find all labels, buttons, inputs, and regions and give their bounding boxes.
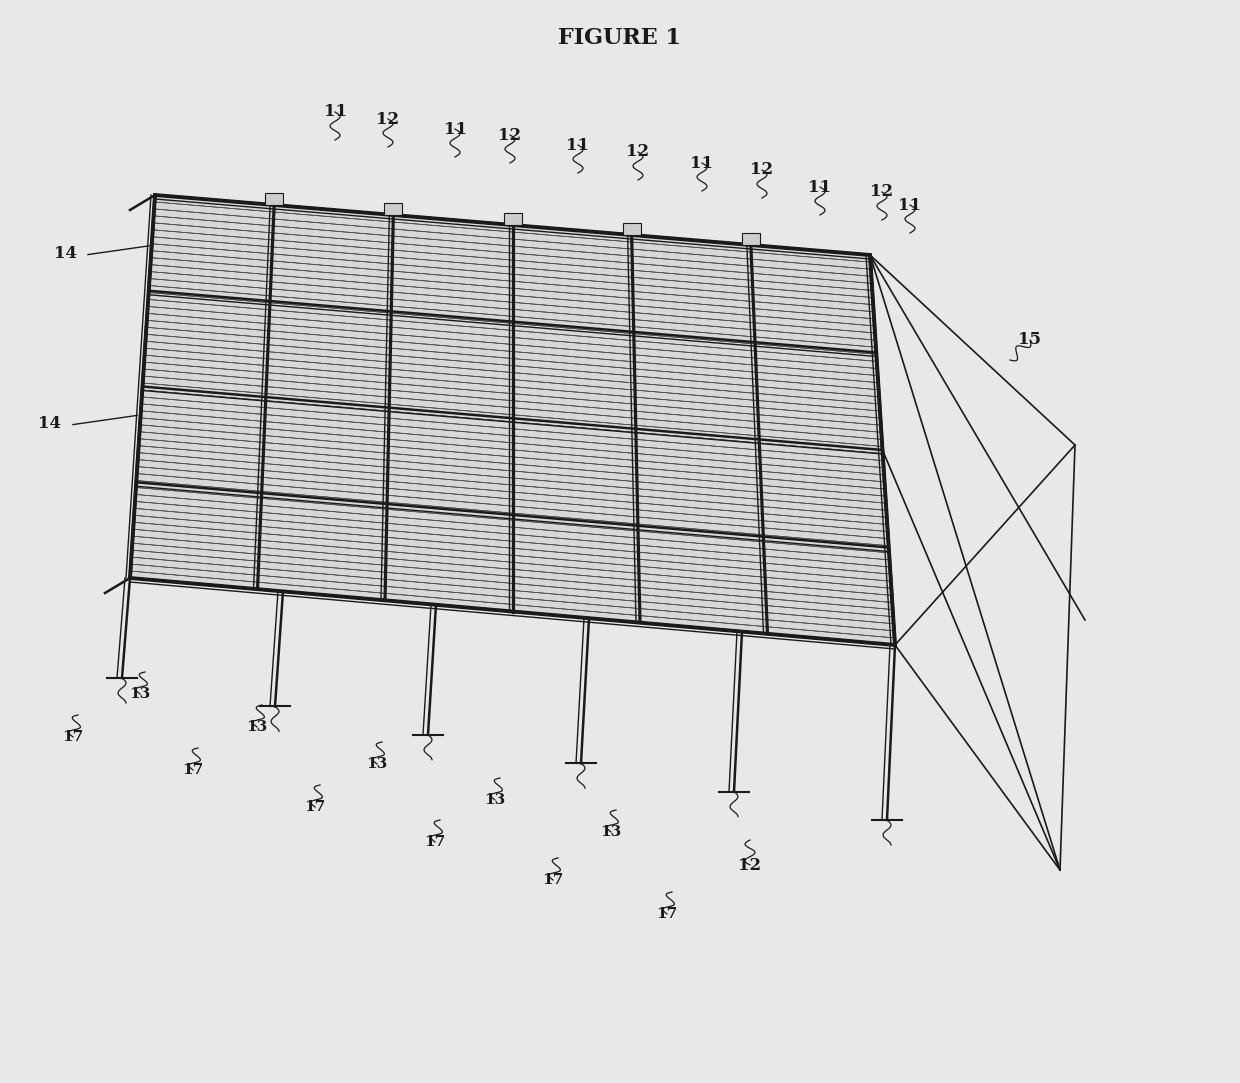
Text: FIGURE 1: FIGURE 1 <box>558 27 682 49</box>
Text: 13: 13 <box>366 757 388 771</box>
Text: 14: 14 <box>38 415 62 431</box>
Text: 17: 17 <box>62 730 83 744</box>
Text: 17: 17 <box>182 764 203 777</box>
Polygon shape <box>503 213 522 225</box>
Text: 13: 13 <box>485 793 506 807</box>
Text: 13: 13 <box>247 720 268 734</box>
Text: 13: 13 <box>129 687 150 701</box>
Text: 11: 11 <box>808 179 832 196</box>
Text: 17: 17 <box>542 873 564 887</box>
Text: 12: 12 <box>750 161 774 179</box>
Text: 12: 12 <box>377 110 399 128</box>
Text: 17: 17 <box>304 800 326 814</box>
Text: 11: 11 <box>899 196 921 213</box>
Text: 11: 11 <box>567 136 589 154</box>
Text: 15: 15 <box>1018 331 1042 349</box>
Polygon shape <box>742 233 760 245</box>
Text: 12: 12 <box>498 127 522 144</box>
Polygon shape <box>622 223 641 235</box>
Text: 11: 11 <box>324 104 346 120</box>
Polygon shape <box>384 203 402 216</box>
Text: 12: 12 <box>870 183 894 200</box>
Text: 11: 11 <box>691 155 713 171</box>
Text: 12: 12 <box>626 144 650 160</box>
Text: 17: 17 <box>656 906 677 921</box>
Text: 11: 11 <box>444 120 466 138</box>
Text: 14: 14 <box>53 245 77 261</box>
Text: 13: 13 <box>600 825 621 839</box>
Polygon shape <box>265 193 283 205</box>
Text: 17: 17 <box>424 835 445 849</box>
Text: 12: 12 <box>739 857 761 874</box>
Polygon shape <box>130 195 895 645</box>
